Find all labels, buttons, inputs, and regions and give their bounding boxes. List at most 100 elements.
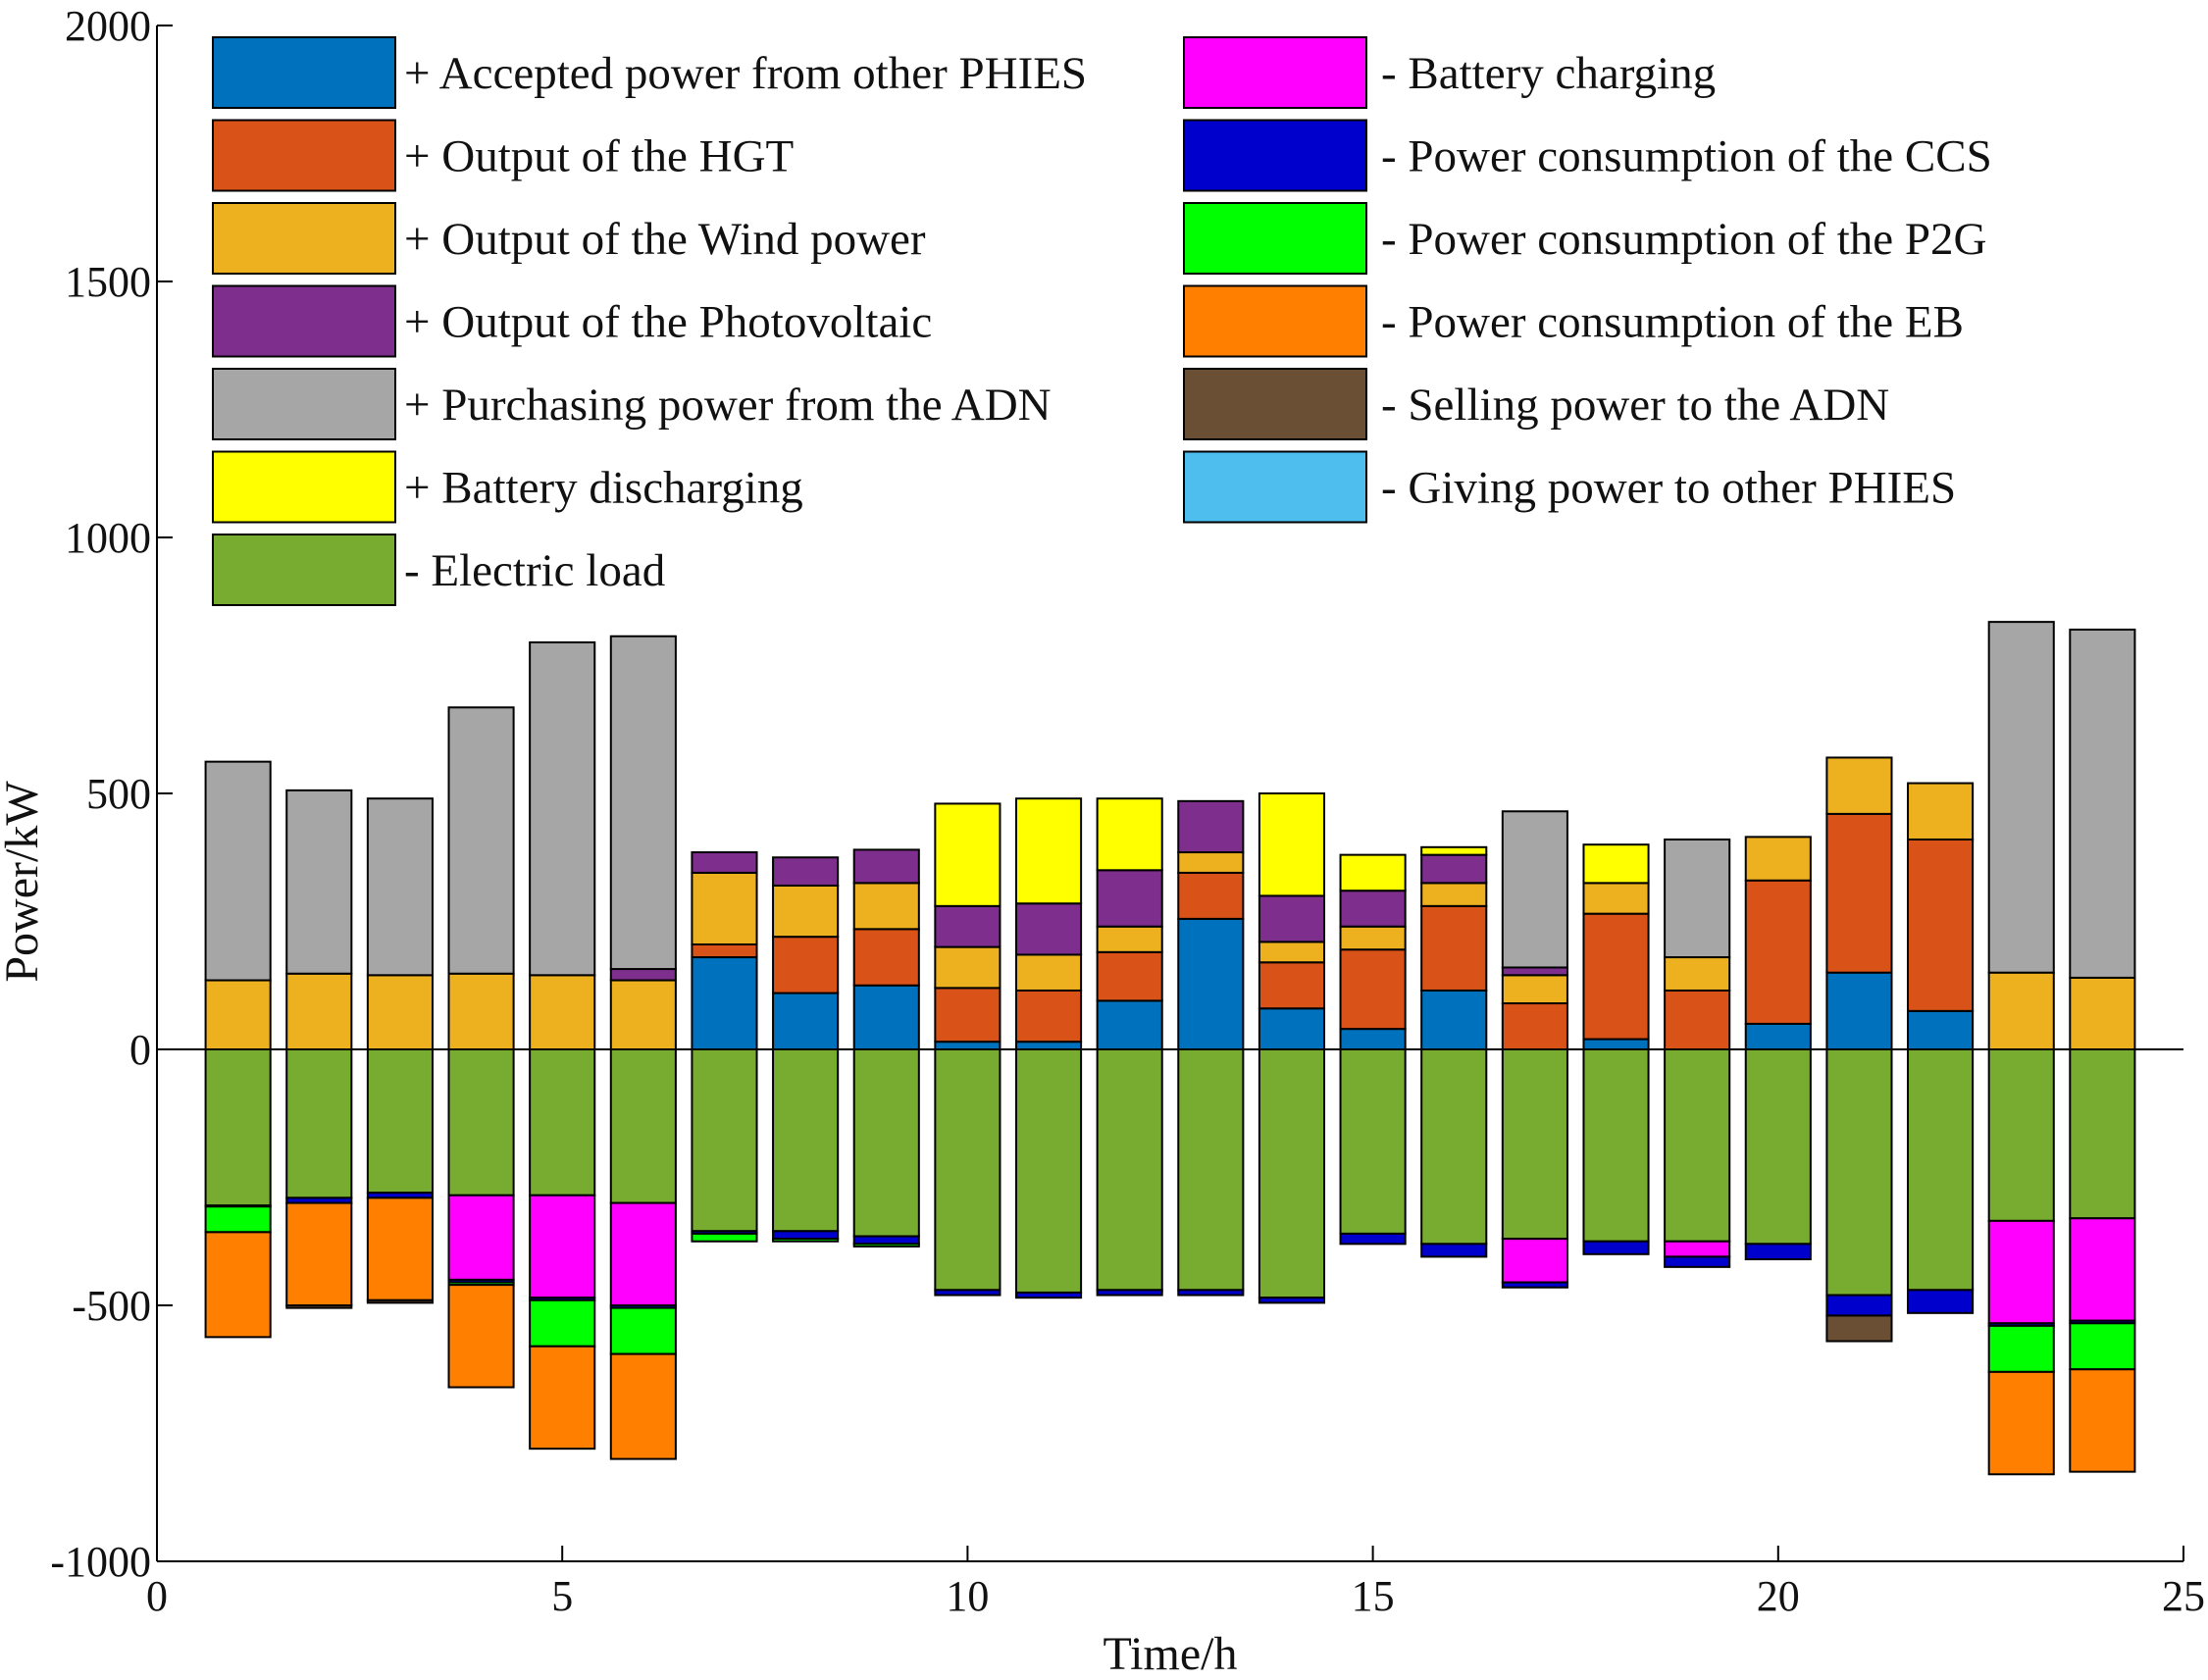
bar-segment-output-of-the-wind-power-h13 (1177, 851, 1245, 874)
bar-segment-power-consumption-of-the-p2g-h6 (609, 1306, 677, 1355)
bar-segment-battery-charging-h19 (1664, 1240, 1731, 1258)
bar-segment-accepted-power-from-other-phies-h15 (1339, 1028, 1407, 1050)
bar-segment-accepted-power-from-other-phies-h13 (1177, 917, 1245, 1051)
bar-segment-power-consumption-of-the-ccs-h16 (1420, 1243, 1488, 1258)
bar-segment-output-of-the-photovoltaic-h13 (1177, 799, 1245, 854)
bar-segment-power-consumption-of-the-ccs-h22 (1907, 1289, 1975, 1314)
legend-label-selling-power-to-the-adn: - Selling power to the ADN (1381, 380, 1889, 431)
bar-segment-purchasing-power-from-the-adn-h17 (1501, 810, 1568, 969)
bar-segment-output-of-the-wind-power-h5 (529, 974, 596, 1050)
legend-label-electric-load: - Electric load (404, 545, 665, 596)
bar-segment-output-of-the-photovoltaic-h14 (1258, 894, 1326, 943)
bar-segment-electric-load-h18 (1582, 1048, 1650, 1243)
bar-segment-output-of-the-wind-power-h20 (1744, 836, 1812, 882)
bar-segment-battery-discharging-h16 (1420, 845, 1488, 856)
bar-segment-battery-charging-h4 (447, 1194, 515, 1281)
bar-segment-output-of-the-photovoltaic-h10 (934, 904, 1001, 948)
legend-label-purchasing-power-from-the-adn: + Purchasing power from the ADN (404, 380, 1052, 431)
bar-segment-output-of-the-wind-power-h8 (772, 884, 840, 939)
bar-segment-output-of-the-hgt-h8 (772, 936, 840, 994)
bar-segment-accepted-power-from-other-phies-h8 (772, 992, 840, 1051)
bar-segment-output-of-the-wind-power-h3 (366, 974, 434, 1050)
bar-segment-power-consumption-of-the-eb-h3 (366, 1196, 434, 1301)
legend-label-output-of-the-wind-power: + Output of the Wind power (404, 214, 926, 265)
y-tick-label: -500 (72, 1282, 151, 1330)
bar-segment-electric-load-h17 (1501, 1048, 1568, 1241)
bar-segment-accepted-power-from-other-phies-h7 (691, 956, 758, 1050)
y-tick-label: 1000 (65, 514, 151, 562)
bar-segment-battery-discharging-h12 (1096, 797, 1163, 872)
bar-segment-power-consumption-of-the-p2g-h1 (204, 1205, 272, 1234)
bar-segment-accepted-power-from-other-phies-h20 (1744, 1022, 1812, 1051)
bar-segment-output-of-the-photovoltaic-h15 (1339, 890, 1407, 928)
bar-stacks (204, 621, 2136, 1476)
bar-segment-purchasing-power-from-the-adn-h4 (447, 706, 515, 975)
bar-segment-purchasing-power-from-the-adn-h6 (609, 635, 677, 971)
legend-label-power-consumption-of-the-ccs: - Power consumption of the CCS (1381, 131, 1992, 182)
y-tick-label: -1000 (50, 1538, 151, 1586)
legend-swatch-giving-power-to-other-phies (1183, 450, 1367, 524)
bar-segment-purchasing-power-from-the-adn-h5 (529, 641, 596, 977)
bar-segment-power-consumption-of-the-eb-h1 (204, 1231, 272, 1339)
bar-segment-power-consumption-of-the-p2g-h8 (772, 1238, 840, 1243)
bar-segment-power-consumption-of-the-p2g-h24 (2069, 1322, 2136, 1371)
legend-label-output-of-the-photovoltaic: + Output of the Photovoltaic (404, 297, 932, 348)
legend-swatch-output-of-the-hgt (212, 119, 396, 192)
legend-swatch-power-consumption-of-the-ccs (1183, 119, 1367, 192)
bar-segment-output-of-the-wind-power-h19 (1664, 956, 1731, 992)
bar-segment-power-consumption-of-the-ccs-h12 (1096, 1289, 1163, 1297)
bar-segment-battery-charging-h5 (529, 1194, 596, 1299)
bar-segment-purchasing-power-from-the-adn-h1 (204, 760, 272, 982)
axes (156, 25, 2184, 1562)
bar-segment-battery-discharging-h14 (1258, 792, 1326, 897)
bar-segment-electric-load-h1 (204, 1048, 272, 1207)
bar-segment-output-of-the-wind-power-h23 (1987, 971, 2055, 1051)
legend-label-giving-power-to-other-phies: - Giving power to other PHIES (1381, 463, 1956, 514)
bar-segment-power-consumption-of-the-eb-h5 (529, 1345, 596, 1451)
bar-segment-output-of-the-wind-power-h6 (609, 979, 677, 1051)
bar-segment-output-of-the-hgt-h17 (1501, 1002, 1568, 1051)
bar-segment-power-consumption-of-the-ccs-h14 (1258, 1297, 1326, 1304)
bar-segment-output-of-the-hgt-h11 (1014, 989, 1083, 1044)
bar-segment-output-of-the-hgt-h18 (1582, 912, 1650, 1041)
bar-segment-power-consumption-of-the-eb-h2 (285, 1201, 353, 1306)
bar-segment-purchasing-power-from-the-adn-h24 (2069, 628, 2136, 979)
bar-segment-selling-power-to-the-adn-h21 (1825, 1314, 1893, 1343)
bar-segment-output-of-the-wind-power-h16 (1420, 882, 1488, 907)
legend-label-power-consumption-of-the-p2g: - Power consumption of the P2G (1381, 214, 1986, 265)
legend: + Accepted power from other PHIES + Outpu… (212, 36, 1992, 606)
bar-segment-electric-load-h7 (691, 1048, 758, 1233)
bar-segment-power-consumption-of-the-ccs-h18 (1582, 1240, 1650, 1255)
bar-segment-electric-load-h5 (529, 1048, 596, 1196)
bar-segment-battery-charging-h24 (2069, 1217, 2136, 1322)
bar-segment-electric-load-h3 (366, 1048, 434, 1195)
bar-segment-electric-load-h22 (1907, 1048, 1975, 1292)
bar-segment-power-consumption-of-the-ccs-h19 (1664, 1255, 1731, 1268)
y-tick-label: 500 (86, 770, 151, 818)
bar-segment-power-consumption-of-the-p2g-h7 (691, 1232, 758, 1243)
bar-segment-power-consumption-of-the-ccs-h9 (852, 1235, 920, 1246)
bar-segment-output-of-the-wind-power-h15 (1339, 925, 1407, 951)
legend-label-accepted-power-from-other-phies: + Accepted power from other PHIES (404, 48, 1087, 99)
bar-segment-electric-load-h24 (2069, 1048, 2136, 1220)
bar-segment-output-of-the-photovoltaic-h8 (772, 856, 840, 887)
bar-segment-purchasing-power-from-the-adn-h2 (285, 789, 353, 975)
bar-segment-output-of-the-wind-power-h17 (1501, 974, 1568, 1005)
bar-segment-accepted-power-from-other-phies-h22 (1907, 1009, 1975, 1050)
bar-segment-output-of-the-photovoltaic-h7 (691, 851, 758, 874)
bar-segment-power-consumption-of-the-p2g-h23 (1987, 1324, 2055, 1373)
bar-segment-output-of-the-wind-power-h22 (1907, 782, 1975, 840)
bar-segment-power-consumption-of-the-p2g-h9 (852, 1243, 920, 1247)
bar-segment-power-consumption-of-the-eb-h23 (1987, 1370, 2055, 1476)
bar-segment-output-of-the-hgt-h22 (1907, 838, 1975, 1012)
bar-segment-output-of-the-hgt-h14 (1258, 961, 1326, 1010)
bar-segment-output-of-the-wind-power-h2 (285, 972, 353, 1051)
bar-segment-output-of-the-wind-power-h7 (691, 871, 758, 945)
bar-segment-accepted-power-from-other-phies-h12 (1096, 999, 1163, 1050)
x-tick-label: 10 (946, 1572, 989, 1620)
bar-segment-electric-load-h13 (1177, 1048, 1245, 1292)
bar-segment-electric-load-h19 (1664, 1048, 1731, 1243)
legend-label-battery-charging: - Battery charging (1381, 48, 1716, 99)
bar-segment-electric-load-h14 (1258, 1048, 1326, 1299)
